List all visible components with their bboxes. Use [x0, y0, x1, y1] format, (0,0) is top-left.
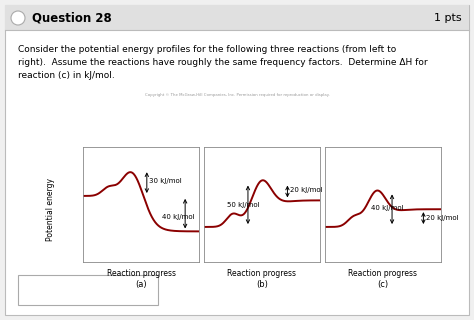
Text: (c): (c)	[377, 280, 388, 289]
Text: 50 kJ/mol: 50 kJ/mol	[227, 202, 260, 208]
FancyBboxPatch shape	[5, 5, 469, 30]
Circle shape	[11, 11, 25, 25]
Text: reaction (c) in kJ/mol.: reaction (c) in kJ/mol.	[18, 71, 115, 80]
Text: Reaction progress: Reaction progress	[107, 269, 175, 278]
Text: (b): (b)	[256, 280, 268, 289]
Text: Copyright © The McGraw-Hill Companies, Inc. Permission required for reproduction: Copyright © The McGraw-Hill Companies, I…	[145, 93, 329, 97]
Text: 20 kJ/mol: 20 kJ/mol	[426, 215, 458, 221]
Text: Consider the potential energy profiles for the following three reactions (from l: Consider the potential energy profiles f…	[18, 45, 396, 54]
Text: (a): (a)	[135, 280, 147, 289]
Text: 20 kJ/mol: 20 kJ/mol	[290, 187, 322, 193]
FancyBboxPatch shape	[5, 5, 469, 315]
Text: 1 pts: 1 pts	[434, 13, 462, 23]
Text: 40 kJ/mol: 40 kJ/mol	[371, 205, 404, 211]
Text: Question 28: Question 28	[32, 12, 112, 25]
Text: 30 kJ/mol: 30 kJ/mol	[149, 178, 182, 184]
Text: Reaction progress: Reaction progress	[228, 269, 296, 278]
Text: right).  Assume the reactions have roughly the same frequency factors.  Determin: right). Assume the reactions have roughl…	[18, 58, 428, 67]
Text: Potential energy: Potential energy	[46, 178, 55, 241]
Text: 40 kJ/mol: 40 kJ/mol	[162, 214, 194, 220]
FancyBboxPatch shape	[18, 275, 158, 305]
Text: Reaction progress: Reaction progress	[348, 269, 417, 278]
